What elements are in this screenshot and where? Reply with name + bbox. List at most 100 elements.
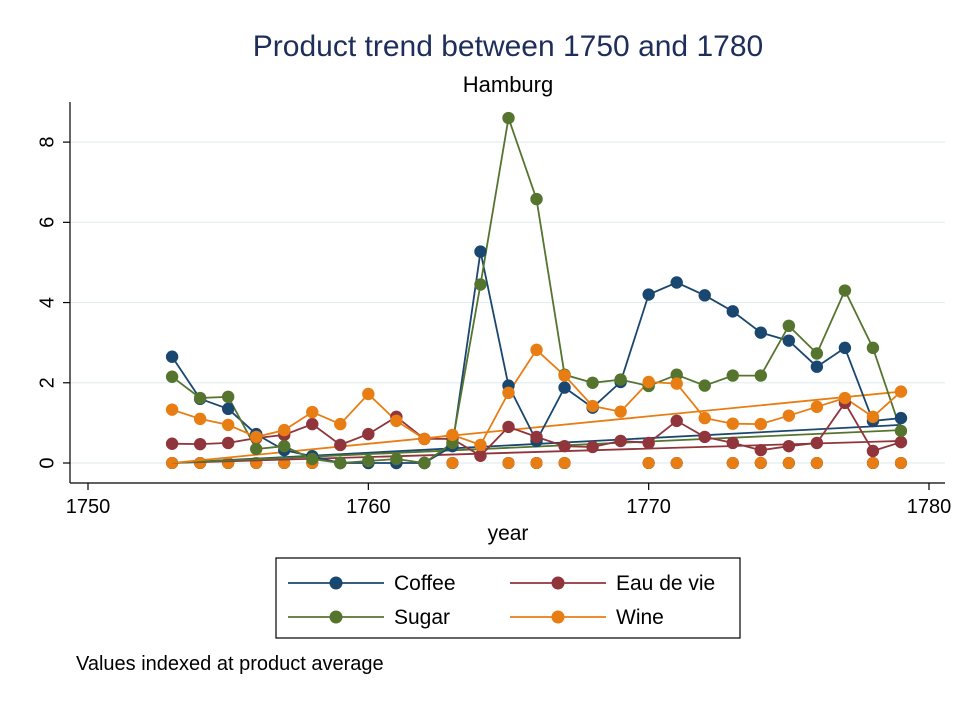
eau-de-vie-point bbox=[866, 444, 880, 458]
legend-label-sugar: Sugar bbox=[394, 606, 450, 629]
legend: Coffee Eau de vie Sugar Wine bbox=[275, 557, 741, 639]
coffee-point bbox=[782, 334, 796, 347]
wine-point bbox=[866, 410, 880, 424]
sugar-point bbox=[193, 391, 207, 405]
sugar-point bbox=[782, 319, 796, 333]
wine-point bbox=[558, 369, 571, 382]
eau-de-vie-point bbox=[698, 430, 711, 444]
x-axis-label: year bbox=[488, 522, 529, 545]
eau-de-vie-point bbox=[362, 427, 375, 441]
legend-box bbox=[275, 557, 741, 639]
wine-point bbox=[614, 405, 627, 418]
wine-point bbox=[586, 399, 599, 413]
chart-note: Values indexed at product average bbox=[76, 653, 384, 675]
wine-point bbox=[642, 375, 655, 389]
sugar-point bbox=[390, 452, 403, 466]
eau-de-vie-point bbox=[782, 439, 796, 453]
wine-point bbox=[782, 409, 796, 422]
wine-point bbox=[306, 405, 319, 419]
sugar-point bbox=[866, 341, 880, 355]
coffee-point bbox=[474, 245, 487, 258]
zero-marker bbox=[810, 457, 823, 469]
zero-marker bbox=[446, 457, 459, 469]
wine-point bbox=[165, 403, 179, 416]
y-tick-label: 2 bbox=[36, 377, 58, 388]
eau-de-vie-point bbox=[165, 437, 179, 450]
y-tick-label: 0 bbox=[36, 457, 58, 468]
sugar-point bbox=[614, 373, 627, 386]
legend-label-wine: Wine bbox=[616, 606, 664, 629]
plot-background bbox=[70, 102, 945, 483]
x-tick-label: 1760 bbox=[346, 496, 391, 518]
sugar-point bbox=[474, 278, 487, 291]
coffee-point bbox=[642, 288, 655, 301]
zero-marker bbox=[754, 457, 767, 469]
eau-de-vie-point bbox=[193, 437, 207, 451]
wine-point bbox=[726, 417, 739, 430]
zero-marker bbox=[558, 457, 571, 469]
wine-point bbox=[278, 423, 291, 437]
zero-marker bbox=[642, 457, 655, 469]
sugar-point bbox=[810, 347, 824, 360]
chart-title: Product trend between 1750 and 1780 bbox=[253, 30, 763, 63]
legend-marker-eau-de-vie bbox=[551, 576, 565, 590]
eau-de-vie-point bbox=[221, 436, 235, 450]
eau-de-vie-point bbox=[754, 443, 767, 457]
eau-de-vie-point bbox=[586, 440, 599, 454]
wine-point bbox=[810, 400, 824, 414]
eau-de-vie-point bbox=[502, 420, 515, 434]
x-tick-label: 1780 bbox=[907, 496, 952, 518]
sugar-point bbox=[754, 369, 767, 382]
eau-de-vie-point bbox=[530, 430, 543, 444]
wine-point bbox=[362, 387, 375, 401]
coffee-point bbox=[754, 326, 767, 339]
sugar-point bbox=[530, 192, 543, 206]
wine-point bbox=[894, 385, 908, 398]
wine-point bbox=[698, 411, 711, 425]
wine-point bbox=[838, 391, 852, 405]
sugar-point bbox=[362, 454, 375, 468]
zero-marker bbox=[866, 457, 879, 469]
x-tick-label: 1770 bbox=[626, 496, 671, 518]
wine-point bbox=[446, 428, 459, 442]
eau-de-vie-point bbox=[306, 417, 319, 431]
zero-marker bbox=[530, 457, 543, 469]
eau-de-vie-point bbox=[894, 435, 908, 449]
sugar-point bbox=[165, 370, 179, 383]
zero-marker bbox=[502, 457, 515, 469]
coffee-point bbox=[698, 289, 711, 302]
coffee-point bbox=[670, 276, 683, 289]
wine-point bbox=[193, 412, 207, 426]
sugar-point bbox=[502, 111, 515, 125]
coffee-point bbox=[726, 305, 739, 318]
zero-marker bbox=[782, 457, 795, 469]
wine-point bbox=[418, 432, 431, 446]
sugar-point bbox=[894, 424, 908, 438]
sugar-point bbox=[670, 368, 683, 381]
sugar-point bbox=[278, 439, 291, 453]
coffee-point bbox=[558, 381, 571, 394]
y-tick-label: 8 bbox=[36, 137, 58, 148]
wine-point bbox=[250, 430, 263, 444]
wine-point bbox=[390, 414, 403, 428]
sugar-point bbox=[250, 442, 263, 456]
sugar-point bbox=[418, 456, 431, 470]
wine-point bbox=[754, 417, 767, 431]
coffee-point bbox=[838, 341, 852, 355]
plot-area: 0 2 4 6 8 1750 1760 1770 1780 bbox=[36, 102, 951, 518]
legend-marker-wine bbox=[551, 610, 565, 624]
legend-marker-coffee bbox=[329, 576, 343, 590]
eau-de-vie-point bbox=[558, 439, 571, 453]
wine-point bbox=[334, 417, 347, 431]
coffee-point bbox=[165, 350, 179, 363]
legend-marker-sugar bbox=[329, 610, 343, 624]
wine-point bbox=[670, 377, 683, 390]
sugar-point bbox=[306, 452, 319, 466]
sugar-point bbox=[221, 390, 235, 404]
y-tick-label: 4 bbox=[36, 297, 58, 308]
zero-marker bbox=[894, 457, 907, 469]
x-tick-label: 1750 bbox=[66, 496, 111, 518]
eau-de-vie-point bbox=[474, 449, 487, 462]
